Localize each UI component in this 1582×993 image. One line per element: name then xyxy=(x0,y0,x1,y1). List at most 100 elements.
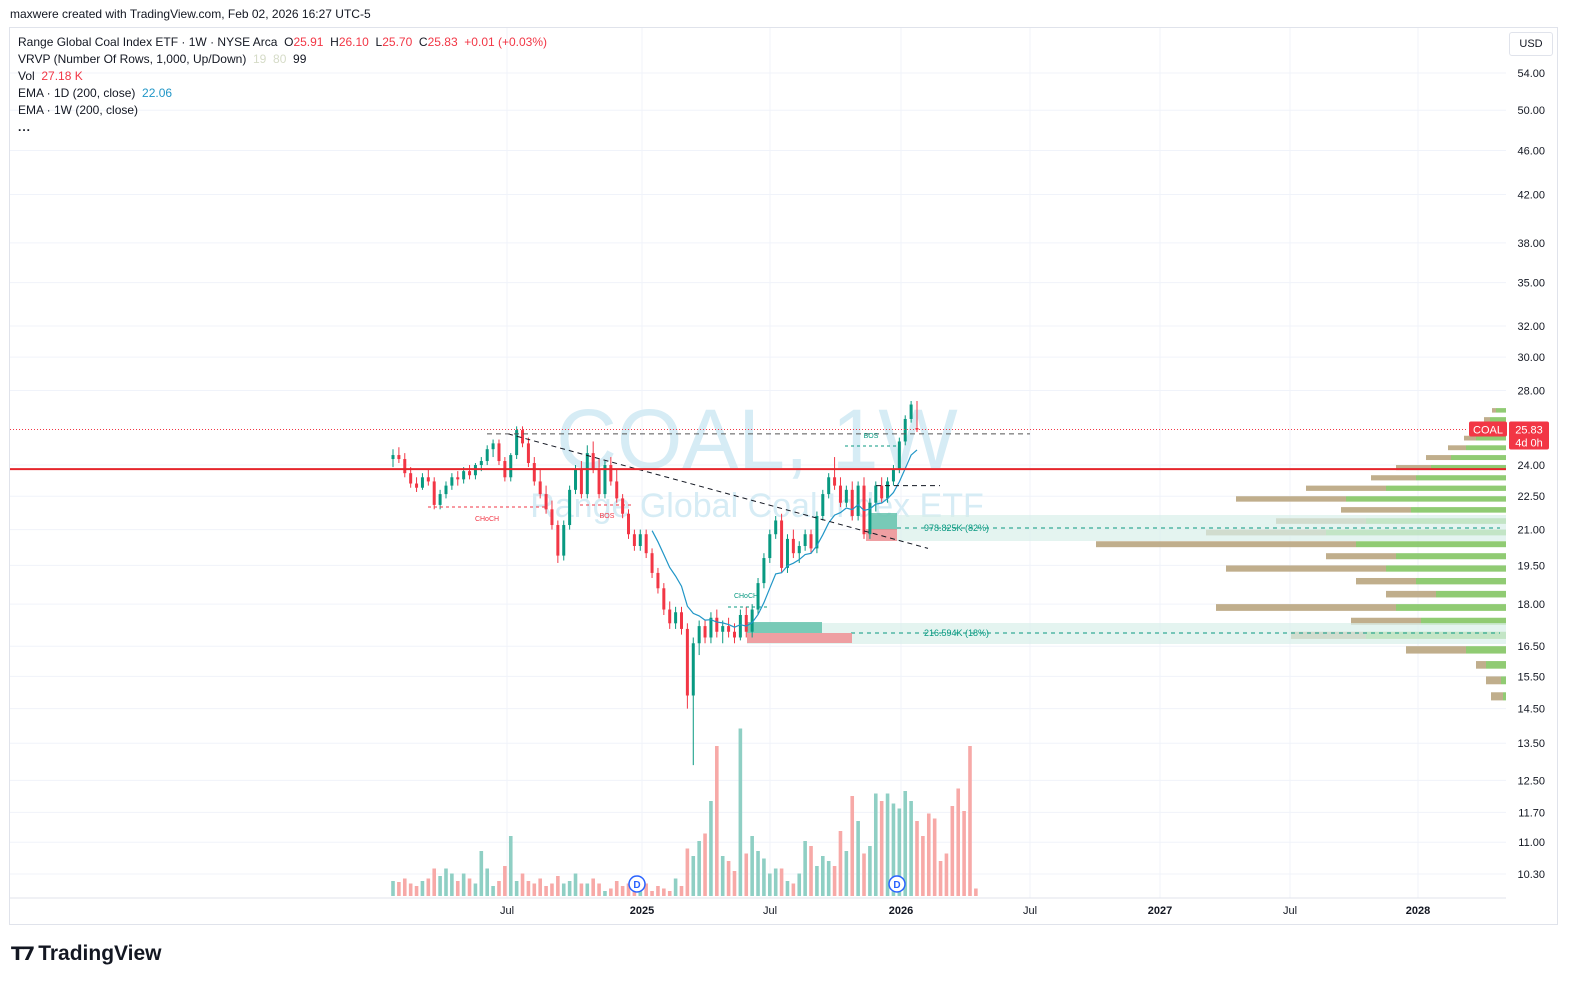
volume-bar xyxy=(726,861,731,896)
price-tag-countdown: 4d 0h xyxy=(1515,438,1543,450)
candle-body xyxy=(432,481,436,505)
volume-bar xyxy=(491,886,495,896)
volume-bar xyxy=(762,858,766,896)
vp-row-down xyxy=(1096,541,1356,548)
candle-body xyxy=(850,489,854,516)
volume-bar xyxy=(709,801,713,896)
volume-bar xyxy=(938,861,943,896)
vp-row-down xyxy=(1492,408,1496,413)
candle-body xyxy=(903,418,907,442)
candle-body xyxy=(497,443,501,462)
time-tick-label: 2025 xyxy=(630,905,654,917)
legend-high-value: 26.10 xyxy=(338,35,369,49)
candle-body xyxy=(679,612,683,629)
price-tick-label: 12.50 xyxy=(1517,775,1545,787)
legend-close-label: C xyxy=(418,35,428,49)
volume-bar xyxy=(915,821,919,896)
price-tick-label: 16.50 xyxy=(1517,641,1545,653)
volume-bar xyxy=(944,853,949,896)
price-tick-label: 11.70 xyxy=(1518,807,1545,819)
volume-bar xyxy=(956,788,961,896)
volume-bar xyxy=(414,886,419,896)
candle-body xyxy=(762,558,766,584)
candle-body xyxy=(668,609,672,624)
candle-body xyxy=(715,617,719,632)
bos-label-2: BOS xyxy=(864,433,879,440)
legend-vrvp-row[interactable]: VRVP (Number Of Rows, 1,000, Up/Down) 19… xyxy=(18,51,547,68)
legend-more-button[interactable]: ... xyxy=(18,120,32,134)
vp-row-up xyxy=(1466,646,1506,654)
order-block-bear-lower xyxy=(747,633,852,643)
legend-ema1-row[interactable]: EMA · 1D (200, close) 22.06 xyxy=(18,85,547,102)
volume-bar xyxy=(479,851,484,896)
legend-ohlc-row[interactable]: Range Global Coal Index ETF · 1W · NYSE … xyxy=(18,34,547,51)
candle-body xyxy=(456,477,460,480)
volume-bar xyxy=(697,841,701,896)
chart-legend: Range Global Coal Index ETF · 1W · NYSE … xyxy=(18,34,547,136)
volume-bar xyxy=(544,886,548,896)
volume-bar xyxy=(809,846,813,896)
candle-body xyxy=(774,520,778,535)
bos-label-1: BOS xyxy=(600,513,615,520)
volume-bar xyxy=(597,883,601,896)
volume-bar xyxy=(450,873,454,896)
volume-bar xyxy=(420,881,425,896)
candle-body xyxy=(579,469,583,495)
price-tag-box xyxy=(1509,421,1549,450)
legend-vol-row[interactable]: Vol 27.18 K xyxy=(18,68,547,85)
legend-ema2-row[interactable]: EMA · 1W (200, close) xyxy=(18,102,547,119)
volume-bar xyxy=(520,873,525,896)
volume-bar xyxy=(715,746,719,896)
volume-bar xyxy=(585,883,590,896)
vp-row-up xyxy=(1451,455,1506,461)
ema-line xyxy=(651,449,918,628)
candle-body xyxy=(426,477,430,482)
price-tick-label: 32.00 xyxy=(1517,321,1545,333)
price-tick-label: 11.00 xyxy=(1518,837,1545,849)
candle-body xyxy=(803,534,807,546)
volume-bar xyxy=(950,806,955,896)
volume-bar xyxy=(532,883,537,896)
candle-body xyxy=(450,477,454,486)
vp-row-down xyxy=(1491,692,1503,701)
legend-high-label: H xyxy=(330,35,339,49)
vp-row-up xyxy=(1490,417,1506,422)
candle-body xyxy=(738,614,742,638)
chart-credit: maxwere created with TradingView.com, Fe… xyxy=(10,7,371,21)
time-tick-label: Jul xyxy=(1023,905,1037,917)
volume-bar xyxy=(497,881,501,896)
legend-close-value: 25.83 xyxy=(427,35,458,49)
candle-body xyxy=(797,545,801,554)
vp-row-down xyxy=(1406,646,1466,654)
volume-bar xyxy=(691,856,696,896)
volume-bar xyxy=(514,881,519,896)
volume-bar xyxy=(573,873,578,896)
currency-button[interactable]: USD xyxy=(1509,32,1553,56)
dividend-marker-label: D xyxy=(893,880,900,891)
volume-bar xyxy=(538,878,542,896)
candle-body xyxy=(833,477,837,486)
volume-bar xyxy=(620,886,625,896)
zone-lower-label: 216.594K (18%) xyxy=(924,628,989,638)
price-tick-label: 54.00 xyxy=(1517,68,1545,80)
volume-bar xyxy=(402,878,407,896)
candle-body xyxy=(821,494,825,516)
volume-bar xyxy=(609,888,613,896)
candle-body xyxy=(785,538,789,568)
volume-bar xyxy=(638,888,643,896)
candle-body xyxy=(397,455,401,460)
tradingview-logo[interactable]: 𝗧𝟳 TradingView xyxy=(11,942,162,966)
volume-bar xyxy=(850,796,855,896)
volume-bar xyxy=(744,853,749,896)
volume-bar xyxy=(856,821,860,896)
candle-body xyxy=(756,583,760,610)
time-tick-label: Jul xyxy=(500,905,514,917)
vp-row-up xyxy=(1503,692,1506,701)
candle-body xyxy=(844,489,848,503)
volume-bar xyxy=(397,882,401,896)
candle-body xyxy=(391,455,395,460)
